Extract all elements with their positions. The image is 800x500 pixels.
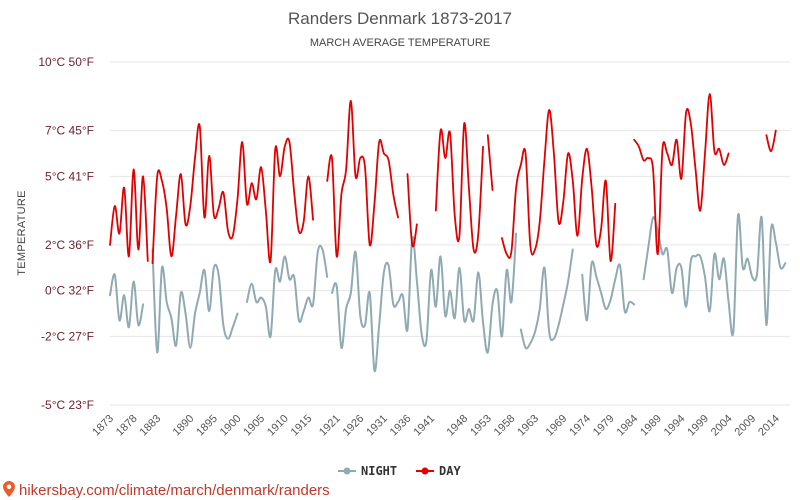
x-tick-label: 1900	[218, 413, 244, 439]
night-line-segment-2	[245, 244, 329, 339]
series-layer	[109, 93, 787, 372]
x-tick-label: 1905	[241, 413, 267, 439]
y-axis-label: TEMPERATURE	[16, 190, 28, 276]
x-tick-label: 1883	[138, 413, 164, 439]
x-tick-label: 1936	[388, 413, 414, 439]
day-line-segment-3	[406, 173, 418, 248]
x-tick-label: 1958	[492, 413, 518, 439]
y-tick-label: 0°C 32°F	[45, 284, 94, 298]
chart-subtitle: MARCH AVERAGE TEMPERATURE	[310, 37, 490, 49]
day-line-segment-5	[486, 134, 494, 191]
day-line-segment-1	[151, 123, 314, 265]
chart-title: Randers Denmark 1873-2017	[288, 9, 512, 28]
night-line-segment-1	[151, 248, 239, 354]
y-tick-label: 7°C 45°F	[45, 124, 94, 138]
x-tick-label: 1926	[341, 413, 367, 439]
x-tick-label: 1890	[171, 413, 197, 439]
x-tick-label: 1963	[515, 413, 541, 439]
day-line-segment-4	[434, 122, 484, 254]
watermark-link: hikersbay.com/climate/march/denmark/rand…	[19, 482, 330, 499]
map-pin-icon	[3, 481, 15, 497]
x-tick-label: 1984	[614, 413, 640, 439]
x-tick-label: 1921	[317, 413, 343, 439]
y-axis: 10°C 50°F 7°C 45°F 5°C 41°F 2°C 36°F 0°C 32°…	[38, 55, 94, 412]
x-tick-label: 1979	[591, 413, 617, 439]
x-tick-label: 1953	[468, 413, 494, 439]
x-tick-label: 1948	[444, 413, 470, 439]
y-tick-label: 2°C 36°F	[45, 238, 94, 252]
legend: NIGHT DAY	[338, 464, 461, 478]
x-tick-label: 2014	[756, 413, 782, 439]
x-tick-label: 1910	[265, 413, 291, 439]
x-tick-label: 1931	[364, 413, 390, 439]
legend-item-night[interactable]: NIGHT	[338, 464, 397, 478]
x-tick-label: 1994	[662, 413, 688, 439]
legend-label-day: DAY	[439, 464, 461, 478]
y-tick-label: -2°C 27°F	[41, 329, 94, 343]
day-line-segment-8	[765, 129, 777, 153]
y-tick-label: -5°C 23°F	[41, 398, 94, 412]
y-tick-label: 10°C 50°F	[38, 55, 94, 69]
x-tick-label: 1941	[411, 413, 437, 439]
grid	[110, 61, 790, 406]
day-line-segment-2	[326, 99, 399, 258]
y-tick-label: 5°C 41°F	[45, 169, 94, 183]
legend-item-day[interactable]: DAY	[416, 464, 461, 478]
x-tick-label: 1974	[567, 413, 593, 439]
x-tick-label: 1915	[289, 413, 315, 439]
watermark[interactable]: hikersbay.com/climate/march/denmark/rand…	[3, 481, 330, 499]
x-tick-label: 1895	[194, 413, 220, 439]
x-tick-label: 2009	[733, 413, 759, 439]
night-line-segment-3	[330, 232, 518, 372]
x-tick-label: 1989	[638, 413, 664, 439]
day-line-segment-7	[633, 93, 730, 255]
x-tick-label: 1999	[685, 413, 711, 439]
x-tick-label: 2004	[709, 413, 735, 439]
x-tick-label: 1969	[544, 413, 570, 439]
series-night	[109, 212, 787, 372]
x-tick-label: 1873	[90, 413, 116, 439]
night-line-segment-5	[581, 260, 636, 322]
night-line-segment-6	[642, 212, 787, 337]
series-day	[109, 93, 777, 265]
x-tick-label: 1878	[114, 413, 140, 439]
day-line-segment-6	[501, 109, 617, 262]
day-line-segment-0	[109, 168, 149, 262]
night-line-segment-0	[109, 273, 145, 329]
legend-label-night: NIGHT	[361, 464, 397, 478]
night-line-segment-4	[519, 248, 574, 350]
